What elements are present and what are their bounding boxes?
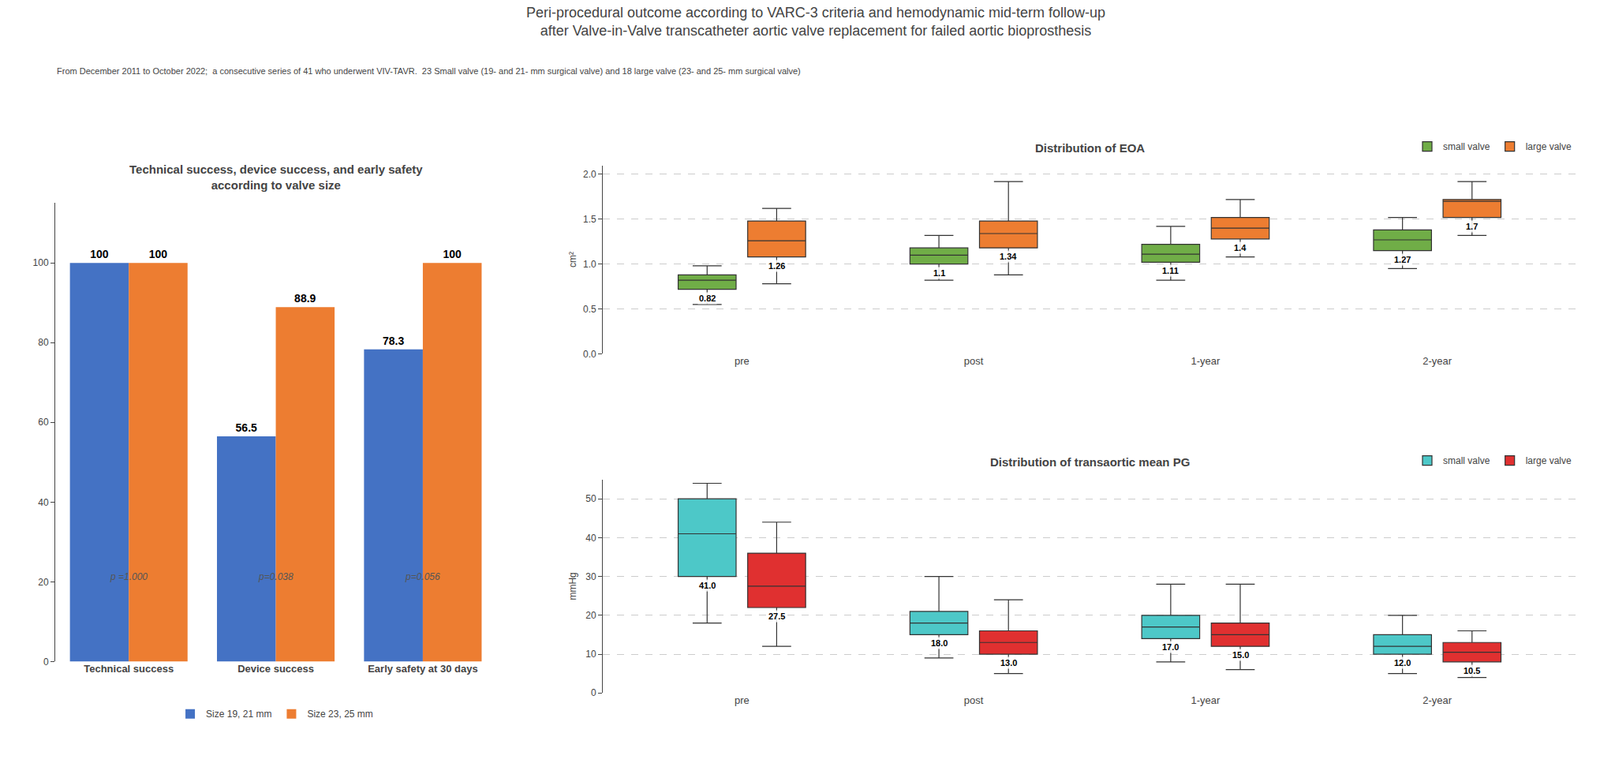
svg-text:small valve: small valve [1442, 455, 1491, 467]
svg-text:Device success: Device success [237, 662, 315, 675]
svg-text:Technical success: Technical success [83, 662, 174, 675]
svg-text:Peri-procedural outcome accord: Peri-procedural outcome according to VAR… [526, 4, 1106, 39]
svg-text:p=0.038: p=0.038 [257, 571, 294, 583]
svg-text:0.5: 0.5 [583, 303, 597, 315]
svg-text:Size 19, 21 mm: Size 19, 21 mm [205, 708, 272, 720]
svg-text:41.0: 41.0 [699, 580, 716, 591]
svg-text:1.27: 1.27 [1394, 254, 1411, 265]
svg-text:60: 60 [37, 416, 49, 428]
svg-text:30: 30 [585, 571, 597, 583]
svg-text:Distribution of EOA: Distribution of EOA [1035, 141, 1145, 155]
svg-text:1.5: 1.5 [583, 213, 597, 225]
svg-text:100: 100 [149, 247, 169, 261]
svg-text:20: 20 [37, 576, 49, 588]
svg-text:1.7: 1.7 [1465, 221, 1478, 232]
svg-text:100: 100 [33, 257, 49, 269]
svg-text:18.0: 18.0 [930, 638, 948, 648]
svg-text:p =1.000: p =1.000 [109, 571, 148, 583]
svg-text:Technical success, device succ: Technical success, device success, and e… [129, 162, 423, 192]
svg-text:large valve: large valve [1525, 455, 1572, 467]
svg-text:pre: pre [734, 355, 750, 367]
svg-text:1.34: 1.34 [999, 251, 1017, 262]
svg-text:From December 2011 to October: From December 2011 to October 2022; a co… [56, 66, 801, 76]
svg-text:Early safety at 30 days: Early safety at 30 days [367, 662, 478, 675]
svg-text:1.1: 1.1 [933, 268, 946, 278]
svg-text:15.0: 15.0 [1232, 650, 1249, 660]
svg-text:post: post [964, 355, 984, 367]
svg-text:12.0: 12.0 [1394, 657, 1411, 668]
svg-text:0.0: 0.0 [583, 348, 597, 360]
svg-text:cm²: cm² [567, 251, 579, 268]
svg-text:1-year: 1-year [1191, 355, 1222, 367]
svg-text:2-year: 2-year [1422, 694, 1453, 707]
svg-text:40: 40 [37, 497, 49, 509]
svg-text:Size 23, 25 mm: Size 23, 25 mm [306, 708, 373, 720]
svg-text:post: post [964, 694, 984, 707]
svg-text:50: 50 [585, 493, 597, 505]
svg-text:40: 40 [585, 532, 597, 544]
svg-text:78.3: 78.3 [382, 334, 404, 348]
svg-text:0.82: 0.82 [699, 293, 716, 303]
svg-text:1.26: 1.26 [768, 261, 786, 271]
svg-text:1-year: 1-year [1191, 694, 1222, 707]
svg-text:small valve: small valve [1442, 141, 1491, 153]
svg-text:mmHg: mmHg [567, 571, 579, 600]
svg-text:17.0: 17.0 [1162, 642, 1179, 652]
svg-text:1.4: 1.4 [1233, 242, 1247, 253]
svg-text:1.11: 1.11 [1162, 265, 1179, 276]
svg-text:56.5: 56.5 [235, 421, 258, 434]
svg-text:Distribution of transaortic me: Distribution of transaortic mean PG [990, 455, 1190, 469]
svg-text:100: 100 [89, 247, 109, 261]
svg-text:10: 10 [585, 648, 597, 660]
svg-text:13.0: 13.0 [1000, 657, 1017, 668]
svg-text:88.9: 88.9 [294, 291, 316, 305]
svg-text:large valve: large valve [1525, 141, 1572, 153]
svg-text:2-year: 2-year [1422, 355, 1453, 367]
svg-text:2.0: 2.0 [583, 168, 597, 180]
svg-text:0: 0 [590, 687, 597, 699]
svg-text:80: 80 [37, 336, 49, 348]
svg-text:0: 0 [43, 656, 49, 668]
svg-text:100: 100 [442, 247, 462, 261]
svg-text:10.5: 10.5 [1463, 665, 1481, 676]
svg-text:20: 20 [585, 609, 597, 621]
svg-text:1.0: 1.0 [583, 258, 597, 270]
svg-text:27.5: 27.5 [768, 611, 786, 621]
svg-text:p=0.056: p=0.056 [404, 571, 441, 583]
svg-text:pre: pre [734, 694, 750, 707]
